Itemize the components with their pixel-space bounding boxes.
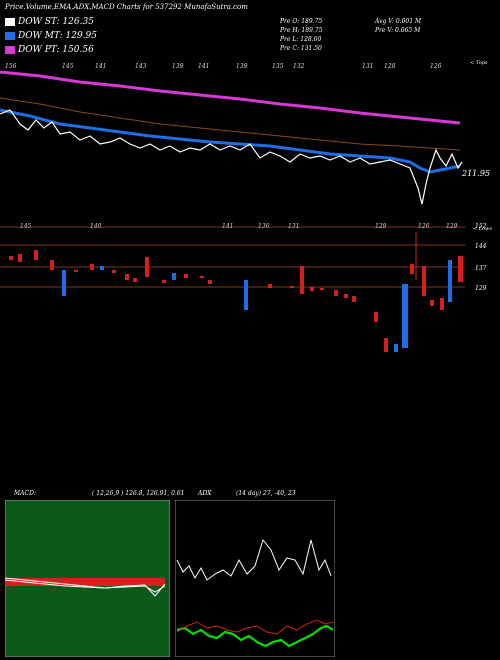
last-value-label: 211.95 — [461, 169, 490, 178]
legend-label-pt: DOW PT: 150.56 — [18, 45, 94, 55]
legend-label-mt: DOW MT: 129.95 — [18, 31, 97, 41]
candle — [112, 270, 116, 273]
price-panel: < Tops 156 145 141 143 139 141 139 135 1… — [0, 60, 490, 205]
candle — [9, 256, 13, 260]
price-top-tick: 156 — [5, 63, 17, 70]
candle — [320, 288, 324, 290]
candle — [394, 344, 398, 352]
series-brown-line — [0, 97, 461, 151]
volume-top-tick: 131 — [288, 223, 299, 230]
ohlc-avg-vol: Avg V: 0.001 M — [375, 18, 422, 25]
volume-top-tick: 129 — [446, 223, 458, 230]
candle — [200, 276, 204, 278]
series-pt-line — [0, 70, 461, 125]
price-top-tick: 131 — [362, 63, 373, 70]
legend-swatch-st — [5, 18, 15, 26]
candle — [268, 284, 272, 288]
adx-bg — [175, 500, 335, 657]
candle — [125, 274, 129, 280]
candle — [34, 250, 38, 260]
price-top-ticks: 156 145 141 143 139 141 139 135 132 131 … — [5, 63, 442, 70]
series-mt-line — [0, 108, 461, 174]
candle — [440, 298, 444, 310]
macd-label: MACD: — [14, 490, 36, 497]
candle — [90, 264, 94, 270]
price-top-tick: 128 — [384, 63, 396, 70]
legend-swatch-pt — [5, 46, 15, 54]
candle — [18, 254, 22, 262]
candle — [300, 266, 304, 294]
candle — [208, 280, 212, 284]
candle — [384, 338, 388, 352]
candle — [410, 264, 414, 274]
candle — [184, 274, 188, 278]
macd-histogram — [5, 578, 165, 586]
volume-top-tick: 136 — [258, 223, 270, 230]
candle — [352, 296, 356, 302]
candle — [100, 266, 104, 270]
candles — [9, 232, 463, 352]
price-top-tick: 141 — [198, 63, 209, 70]
chart-title: Price,Volume,EMA,ADX,MACD Charts for 537… — [5, 3, 248, 11]
macd-signal-line — [5, 579, 166, 593]
adx-values: (14 day) 27, -40, 23 — [236, 490, 296, 497]
ohlc-open: Pre O: 189.75 — [280, 18, 323, 25]
tops-label: < Tops — [470, 60, 488, 66]
candle — [145, 257, 149, 277]
price-top-tick: 141 — [95, 63, 106, 70]
price-top-tick: 139 — [172, 63, 184, 70]
ohlc-high: Pre H: 189.75 — [280, 27, 323, 34]
candle — [62, 270, 66, 296]
price-top-tick: 145 — [62, 63, 74, 70]
ohlc-low: Pre L: 128.60 — [280, 36, 322, 43]
candle — [448, 260, 452, 302]
lows-label: < Lows — [473, 226, 492, 232]
legend-swatch-mt — [5, 32, 15, 40]
series-st-line — [0, 109, 463, 205]
candle — [422, 266, 426, 296]
candle — [290, 286, 294, 288]
volume-panel: 145 140 141 136 131 128 126 129 < Lows 1… — [0, 223, 492, 352]
candle — [334, 290, 338, 296]
macd-panel — [5, 500, 170, 657]
volume-right-label: 129 — [475, 285, 487, 292]
candle — [402, 284, 408, 348]
adx-label: ADX — [198, 490, 212, 497]
volume-top-tick: 141 — [222, 223, 233, 230]
volume-top-tick: 126 — [418, 223, 430, 230]
candle — [310, 287, 314, 291]
price-top-tick: 139 — [236, 63, 248, 70]
ohlc-close: Pre C: 131.50 — [280, 45, 322, 52]
candle — [133, 278, 137, 282]
price-top-tick: 135 — [272, 63, 284, 70]
candle — [74, 270, 78, 272]
volume-top-tick: 140 — [90, 223, 102, 230]
adx-line — [176, 538, 332, 581]
price-top-tick: 126 — [430, 63, 442, 70]
candle — [374, 312, 378, 322]
candle — [162, 280, 166, 283]
candle — [244, 280, 248, 310]
volume-top-tick: 128 — [375, 223, 387, 230]
volume-top-tick: 145 — [20, 223, 32, 230]
candle — [50, 260, 54, 270]
di-plus-line — [176, 624, 334, 648]
candle — [430, 300, 434, 306]
price-top-tick: 132 — [293, 63, 305, 70]
candle — [344, 294, 348, 298]
volume-top-ticks: 145 140 141 136 131 128 126 129 — [20, 223, 458, 230]
candle — [458, 256, 463, 282]
candle — [172, 273, 176, 280]
volume-right-label: 137 — [475, 265, 487, 272]
volume-right-label: 144 — [475, 243, 487, 250]
price-top-tick: 143 — [135, 63, 147, 70]
di-minus-line — [176, 619, 334, 635]
adx-panel — [175, 500, 335, 657]
volume-right-label: 152 — [475, 223, 487, 230]
legend-label-st: DOW ST: 126.35 — [18, 17, 94, 27]
ohlc-vol: Pre V: 0.065 M — [375, 27, 421, 34]
macd-values: ( 12,26,9 ) 126.8, 126.91, 0.61 — [92, 490, 185, 497]
